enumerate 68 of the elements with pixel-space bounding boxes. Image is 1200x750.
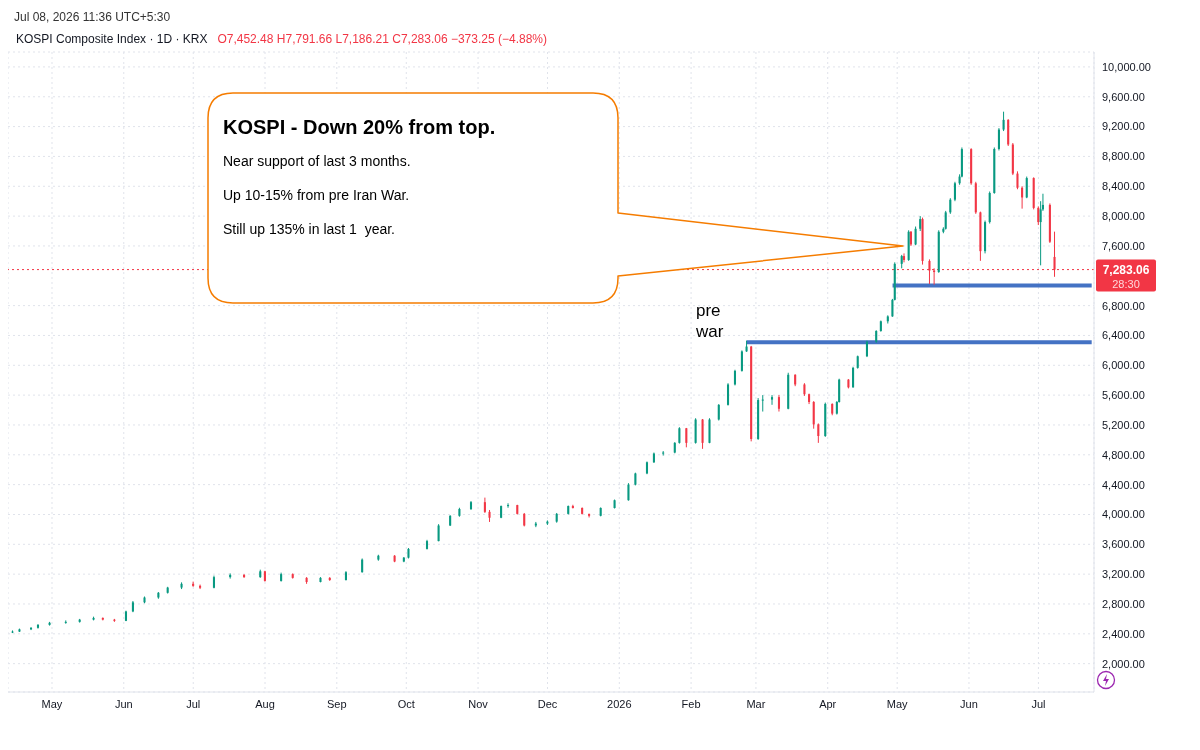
y-tick-label: 9,200.00 [1102,120,1145,133]
y-tick-label: 2,000.00 [1102,657,1145,670]
annotation: Near support of last 3 months. [223,153,412,169]
x-tick-label: Oct [397,697,415,710]
annotation: Still up 135% in last 1 year. [223,221,396,237]
candlestick [507,502,510,509]
candlestick [199,584,202,590]
y-tick-label: 4,800.00 [1102,448,1145,461]
x-tick-label: Jun [114,697,133,710]
y-tick-label: 3,200.00 [1102,568,1145,581]
y-tick-label: 6,800.00 [1102,299,1145,312]
candlestick [192,581,195,588]
x-tick-label: Nov [468,697,489,710]
x-tick-label: Mar [746,697,766,710]
y-tick-label: 5,600.00 [1102,389,1145,402]
x-tick-label: May [41,697,63,710]
candlestick [701,418,704,450]
annotation: KOSPI - Down 20% from top. [223,116,497,139]
x-tick-label: Sep [327,697,347,710]
candlestick [817,422,820,444]
candlestick [944,210,947,231]
candlestick [770,394,774,406]
candlestick [662,450,665,457]
x-tick-label: Jul [1031,697,1046,710]
y-tick-label: 8,800.00 [1102,150,1145,163]
annotation: Up 10-15% from pre Iran War. [223,187,411,203]
chart-subtitle: O7,452.48 H7,791.66 L7,186.21 C7,283.06 −373.25 (−4.88%) [217,32,547,46]
x-tick-label: Aug [255,697,275,710]
candlestick [953,181,956,202]
y-tick-label: 8,400.00 [1102,180,1145,193]
y-tick-label: 2,800.00 [1102,597,1145,610]
y-tick-label: 4,400.00 [1102,478,1145,491]
y-tick-label: 2,400.00 [1102,627,1145,640]
y-tick-label: 5,200.00 [1102,418,1145,431]
x-tick-label: Feb [681,697,701,710]
candlestick [694,417,697,445]
x-tick-label: Apr [819,697,837,710]
y-tick-label: 7,600.00 [1102,239,1145,252]
y-tick-label: 8,000.00 [1102,210,1145,223]
y-tick-label: 10,000.00 [1102,60,1151,73]
y-tick-label: 6,400.00 [1102,329,1145,342]
y-tick-label: 9,600.00 [1102,90,1145,103]
y-tick-label: 3,600.00 [1102,538,1145,551]
candlestick [1002,111,1005,132]
candlestick [852,366,855,389]
y-tick-label: 4,000.00 [1102,508,1145,521]
candlestick [1025,176,1028,199]
x-tick-label: Jun [960,697,978,710]
candlestick [740,349,743,373]
x-tick-label: May [886,697,909,710]
text: Jul 08, 2026 11:36 UTC+5:30 [14,10,171,24]
x-tick-label: Dec [537,697,558,710]
candlestick [36,623,40,630]
x-tick-label: Jul [186,697,201,710]
candlestick [761,394,764,413]
ref-line-label: 7,283.06 [1102,262,1150,277]
x-tick-label: 2026 [607,697,632,710]
candlestick [914,226,917,246]
candlestick [64,619,67,625]
y-tick-label: 6,000.00 [1102,359,1145,372]
candlestick [812,400,815,430]
candlestick [1021,185,1024,210]
annotation: pre war [696,300,724,342]
candlestick [726,382,730,407]
candlestick [997,127,1000,151]
chart-title: KOSPI Composite Index · 1D · KRX [16,32,208,46]
text: 28:30 [1112,277,1140,290]
candlestick [708,417,711,444]
